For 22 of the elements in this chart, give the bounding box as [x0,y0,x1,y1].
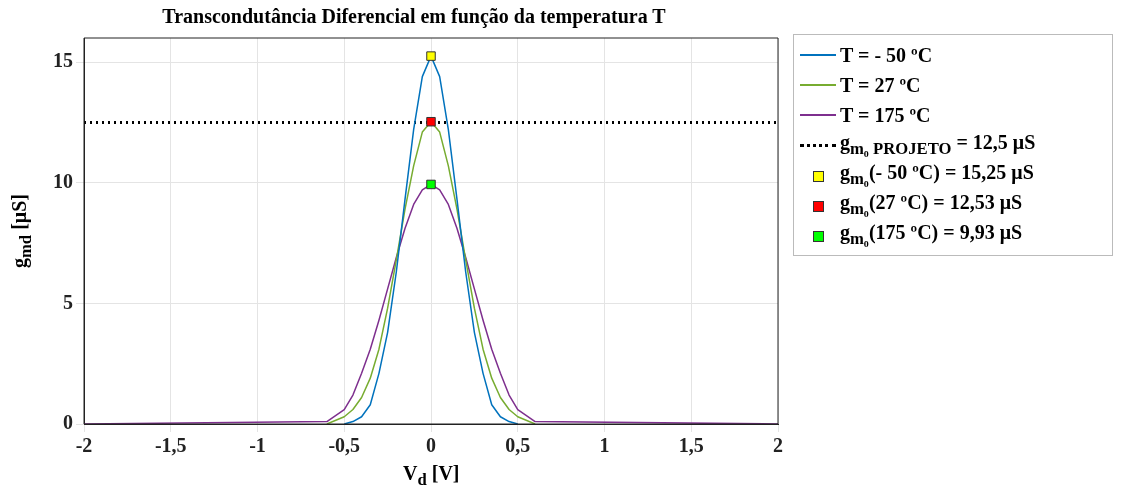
x-axis-title: V$_{d}$ [V] [403,462,460,490]
x-tick-label: -0,5 [328,434,361,457]
y-tick-label: 5 [63,290,73,313]
legend-label: g$_{m₀}$(27 ºC) = 12,53 μS [840,191,1023,219]
x-tick-label: 2 [773,434,783,457]
legend-label: T = 27 ºC [840,73,921,97]
chart-title: Transcondutância Diferencial em função da temperatura T [162,5,667,29]
y-tick-label: 10 [53,169,73,192]
y-tick-label: 0 [63,411,73,434]
legend-label: g$_{m₀ PROJETO}$ = 12,5 μS [840,131,1036,159]
legend-label: T = - 50 ºC [840,43,933,67]
x-tick-label: -2 [75,434,93,457]
x-tick-label: 1,5 [678,434,704,457]
x-tick-label: 1 [599,434,610,457]
legend-label: g$_{m₀}$(175 ºC) = 9,93 μS [840,221,1023,249]
y-tick-label: 15 [53,49,73,72]
legend-label: g$_{m₀}$(- 50 ºC) = 15,25 μS [840,161,1034,189]
x-tick-label: -1,5 [154,434,187,457]
x-tick-label: 0,5 [505,434,531,457]
x-tick-label: 0 [426,434,436,457]
x-tick-label: -1 [249,434,266,457]
legend-label: T = 175 ºC [840,103,931,127]
